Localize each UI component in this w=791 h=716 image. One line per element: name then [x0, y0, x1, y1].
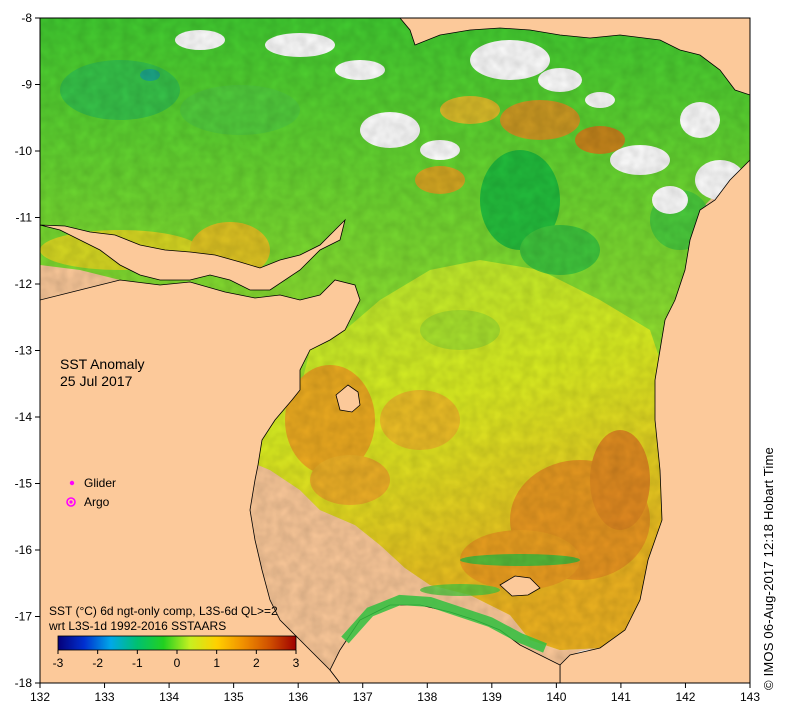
- plot-area: [39, 17, 751, 684]
- argo-marker-icon: [66, 497, 76, 507]
- y-tick-label: -18: [15, 676, 33, 690]
- colorbar-ticks: -3 -2 -1 0 1 2 3: [53, 650, 300, 670]
- y-tick-label: -12: [15, 277, 33, 291]
- x-tick-label: 135: [224, 690, 244, 704]
- colorbar-tick-label: 1: [213, 656, 220, 670]
- y-tick-label: -17: [15, 610, 33, 624]
- arnhem-land: [39, 279, 361, 684]
- colorbar-tick-label: -2: [92, 656, 103, 670]
- y-tick-label: -16: [15, 543, 33, 557]
- colorbar-tick-label: -1: [132, 656, 143, 670]
- legend-argo-label: Argo: [84, 495, 110, 509]
- x-tick-label: 136: [288, 690, 308, 704]
- y-tick-label: -8: [21, 11, 32, 25]
- melville-island: [39, 218, 346, 291]
- x-tick-label: 143: [740, 690, 760, 704]
- imos-credit: © IMOS 06-Aug-2017 12:18 Hobart Time: [761, 447, 776, 690]
- x-tick-label: 140: [546, 690, 566, 704]
- argo-marker-center: [69, 500, 73, 504]
- y-tick-label: -13: [15, 344, 33, 358]
- x-tick-label: 141: [611, 690, 631, 704]
- legend-markers: [66, 480, 76, 507]
- colorbar-tick-label: -3: [53, 656, 64, 670]
- y-tick-label: -9: [21, 78, 32, 92]
- x-tick-label: 137: [353, 690, 373, 704]
- x-tick-label: 132: [30, 690, 50, 704]
- y-axis-ticks: -8 -9 -10 -11 -12 -13 -14 -15 -16 -17 -18: [15, 11, 40, 690]
- colorbar-tick-label: 0: [174, 656, 181, 670]
- y-tick-label: -11: [16, 211, 33, 225]
- colorbar-caption-line1: SST (°C) 6d ngt-only comp, L3S-6d QL>=2: [49, 604, 278, 618]
- x-tick-label: 142: [675, 690, 695, 704]
- y-tick-label: -15: [15, 477, 33, 491]
- y-tick-label: -14: [15, 410, 33, 424]
- colorbar-tick-label: 2: [253, 656, 260, 670]
- y-tick-label: -10: [15, 144, 33, 158]
- glider-marker-icon: [69, 480, 75, 486]
- colorbar-tick-label: 3: [293, 656, 300, 670]
- x-tick-label: 139: [482, 690, 502, 704]
- new-guinea-land: [399, 17, 751, 96]
- legend-glider-label: Glider: [84, 476, 117, 490]
- colorbar: -3 -2 -1 0 1 2 3: [53, 635, 300, 670]
- colorbar-ramp: [57, 635, 297, 651]
- colorbar-caption-line2: wrt L3S-1d 1992-2016 SSTAARS: [49, 619, 227, 633]
- map-date: 25 Jul 2017: [60, 373, 133, 389]
- southern-coastal-fringe: [341, 594, 547, 653]
- groote-eylandt: [335, 384, 361, 413]
- x-axis-ticks: 132 133 134 135 136 137 138 139 140 141 142 143: [30, 683, 760, 704]
- map-title: SST Anomaly: [60, 356, 145, 372]
- mornington-island: [499, 575, 541, 597]
- cape-york-peninsula: [559, 159, 751, 684]
- x-tick-label: 133: [95, 690, 115, 704]
- x-tick-label: 138: [417, 690, 437, 704]
- x-tick-label: 134: [159, 690, 179, 704]
